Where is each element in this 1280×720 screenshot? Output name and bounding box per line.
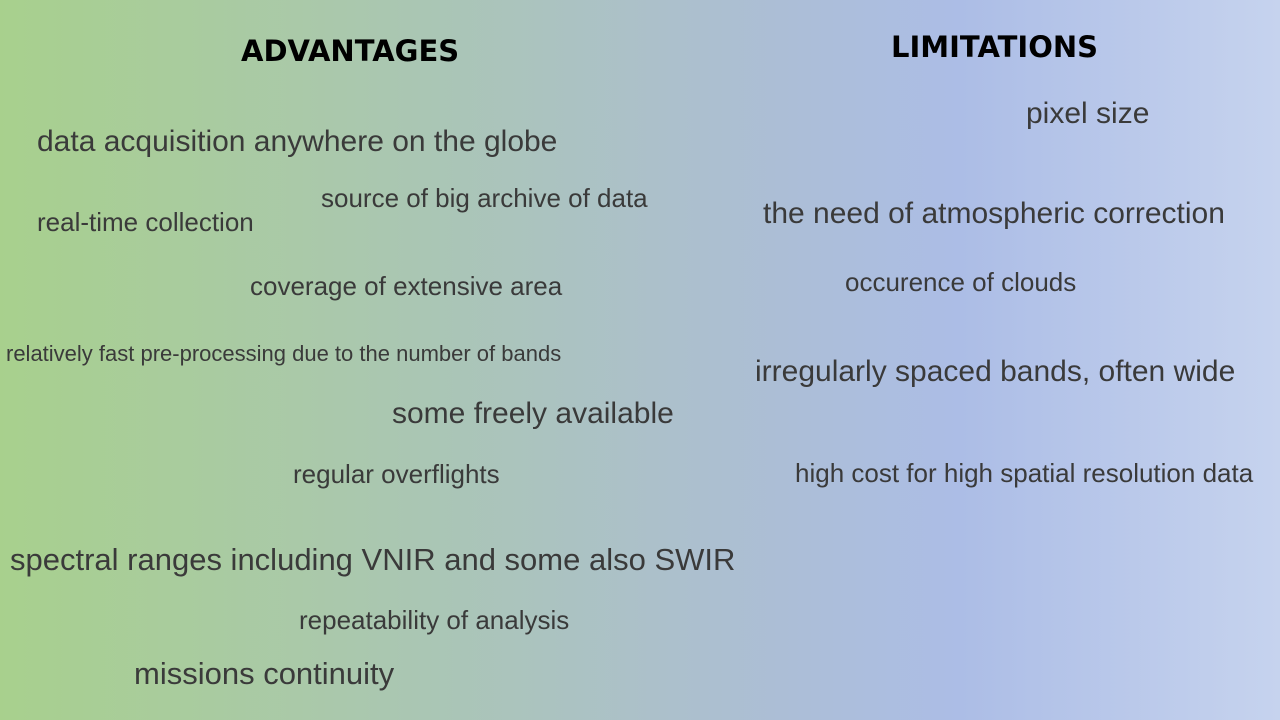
limitation-item: irregularly spaced bands, often wide <box>755 355 1236 388</box>
limitation-item: pixel size <box>1026 97 1150 130</box>
advantage-item: missions continuity <box>134 656 395 691</box>
advantage-item: repeatability of analysis <box>299 605 570 635</box>
advantage-item: spectral ranges including VNIR and some … <box>10 542 736 577</box>
advantage-item: some freely available <box>392 397 674 430</box>
advantage-item: relatively fast pre-processing due to th… <box>6 341 562 366</box>
limitation-item: the need of atmospheric correction <box>763 197 1225 230</box>
advantage-item: coverage of extensive area <box>250 271 563 301</box>
advantage-item: regular overflights <box>293 459 500 489</box>
advantage-item: source of big archive of data <box>321 183 648 213</box>
limitations-heading: LIMITATIONS <box>891 30 1099 64</box>
advantage-item: data acquisition anywhere on the globe <box>37 125 558 158</box>
limitation-item: occurence of clouds <box>845 267 1077 297</box>
limitation-item: high cost for high spatial resolution da… <box>795 458 1254 488</box>
advantages-heading: ADVANTAGES <box>241 34 460 68</box>
advantage-item: real-time collection <box>37 207 254 237</box>
